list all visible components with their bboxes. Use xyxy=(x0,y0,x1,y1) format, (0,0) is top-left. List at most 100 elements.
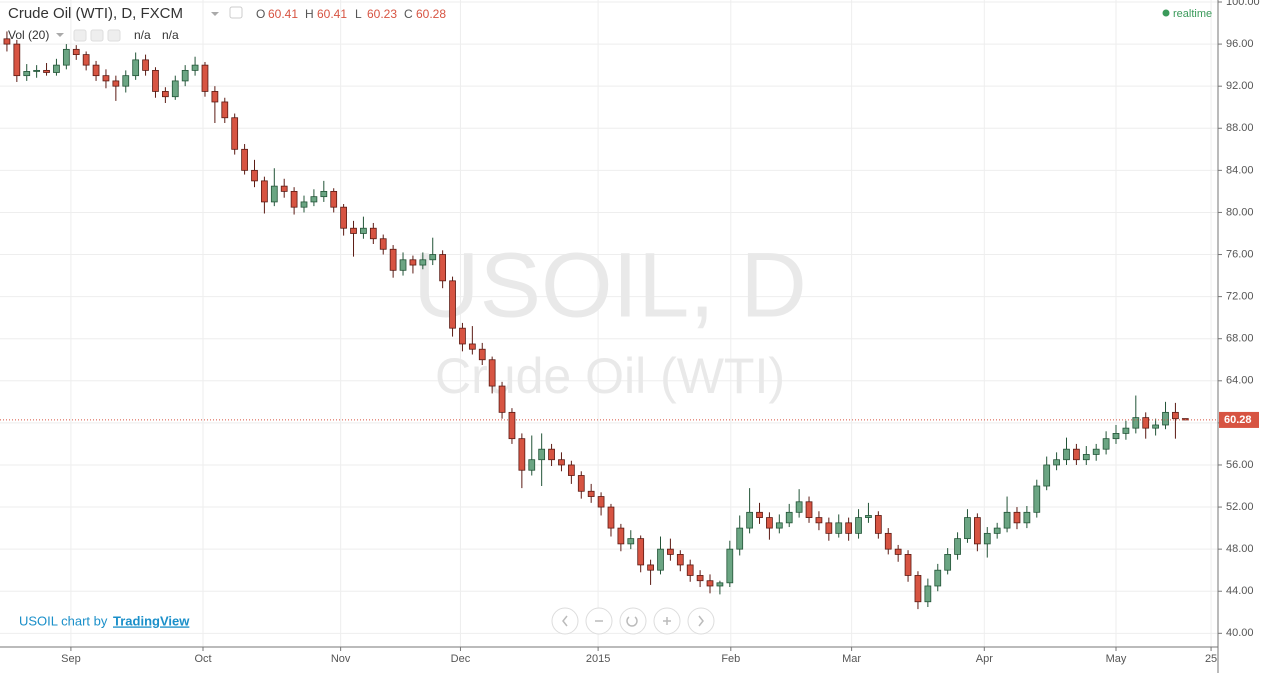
settings-icon[interactable] xyxy=(229,6,243,19)
candle-body xyxy=(974,517,981,545)
candle-body xyxy=(676,554,684,566)
candle-body xyxy=(419,259,427,266)
candle-body xyxy=(736,527,744,550)
candle-body xyxy=(756,511,763,518)
candle-body xyxy=(241,148,248,171)
x-tick-label: 25 xyxy=(1205,653,1217,665)
candle-body xyxy=(132,59,140,77)
candle-body xyxy=(637,538,645,566)
ohlc-value: 60.41 xyxy=(268,7,298,21)
candle-body xyxy=(389,248,397,271)
credit-link[interactable]: TradingView xyxy=(113,613,190,628)
status-text: realtime xyxy=(1173,8,1212,20)
candle-body xyxy=(449,280,456,329)
candle-body xyxy=(280,185,288,192)
indicator-button[interactable] xyxy=(107,29,121,42)
candle-body xyxy=(1043,464,1051,487)
dropdown-icon[interactable] xyxy=(211,12,219,16)
candle-body xyxy=(944,554,952,571)
nav-buttons xyxy=(551,607,715,635)
candle-body xyxy=(865,515,872,518)
candle-body xyxy=(874,515,882,534)
ohlc-header: O 60.41 H 60.41 L 60.23 C 60.28 xyxy=(256,7,446,21)
candle-body xyxy=(122,75,130,87)
last-price-label: 60.28 xyxy=(1224,414,1252,426)
candle-body xyxy=(914,575,922,603)
candle-body xyxy=(1102,438,1110,450)
candle-body xyxy=(62,48,70,66)
watermark-name: Crude Oil (WTI) xyxy=(435,348,785,404)
chart-title: Crude Oil (WTI), D, FXCM xyxy=(8,5,183,22)
candle-body xyxy=(845,522,853,534)
candle-body xyxy=(13,43,21,77)
candle-body xyxy=(696,575,704,582)
candle-body xyxy=(1162,411,1169,426)
candle-body xyxy=(261,180,268,203)
candle-body xyxy=(775,522,783,529)
candle-body xyxy=(518,438,526,471)
candle-body xyxy=(251,169,258,182)
credit-text: USOIL chart by xyxy=(19,613,108,628)
axes: 40.0044.0048.0052.0056.0060.0064.0068.00… xyxy=(61,0,1260,665)
candle-body xyxy=(171,80,179,98)
candle-body xyxy=(270,185,278,203)
candle-body xyxy=(548,448,555,461)
candle-body xyxy=(72,48,80,56)
candles xyxy=(0,31,1218,610)
indicator-button[interactable] xyxy=(73,29,87,42)
y-tick-label: 40.00 xyxy=(1226,627,1254,639)
ohlc-label: H xyxy=(305,7,314,21)
candle-body xyxy=(488,359,496,387)
candle-body xyxy=(825,522,833,534)
candle-body xyxy=(211,91,219,103)
candle-body xyxy=(231,117,239,150)
candle-body xyxy=(766,517,773,529)
y-tick-label: 92.00 xyxy=(1226,80,1254,92)
candle-body xyxy=(161,91,169,98)
candle-body xyxy=(1122,427,1130,434)
candle-body xyxy=(815,517,823,524)
candle-body xyxy=(508,411,516,440)
y-tick-label: 48.00 xyxy=(1226,543,1254,555)
candle-body xyxy=(667,548,674,555)
candle-body xyxy=(409,259,417,266)
candle-body xyxy=(597,496,605,508)
last-price-box xyxy=(1219,411,1259,428)
candle-body xyxy=(33,69,41,72)
candle-body xyxy=(3,38,11,45)
x-tick-label: Mar xyxy=(842,653,861,665)
candle-body xyxy=(805,501,813,518)
candle-body xyxy=(92,64,100,77)
candle-body xyxy=(716,582,724,587)
ohlc-value: 60.28 xyxy=(416,7,446,21)
dropdown-icon[interactable] xyxy=(56,33,64,37)
candle-body xyxy=(785,511,793,524)
candle-body xyxy=(934,569,942,587)
candle-body xyxy=(993,527,1001,534)
y-tick-label: 68.00 xyxy=(1226,333,1254,345)
ohlc-label: O xyxy=(256,7,265,21)
y-tick-label: 52.00 xyxy=(1226,501,1254,513)
grid xyxy=(0,0,1218,647)
scroll-right-button[interactable] xyxy=(687,607,715,635)
candle-body xyxy=(1152,424,1159,429)
reset-button[interactable] xyxy=(619,607,647,635)
candle-body xyxy=(686,564,694,576)
scroll-left-button[interactable] xyxy=(551,607,579,635)
y-tick-label: 72.00 xyxy=(1226,291,1254,303)
candle-body xyxy=(53,64,60,73)
indicator-button[interactable] xyxy=(90,29,104,42)
candle-body xyxy=(102,75,110,82)
candle-body xyxy=(350,227,357,234)
y-tick-label: 80.00 xyxy=(1226,206,1254,218)
candle-body xyxy=(330,190,338,208)
x-tick-label: Nov xyxy=(331,653,351,665)
ohlc-label: C xyxy=(404,7,413,21)
candle-body xyxy=(657,548,664,571)
candle-body xyxy=(142,59,149,71)
x-tick-label: Apr xyxy=(976,653,993,665)
candle-body xyxy=(152,69,159,92)
candle-body xyxy=(1023,511,1031,524)
candle-body xyxy=(568,464,575,476)
ohlc-value: 60.23 xyxy=(367,7,397,21)
